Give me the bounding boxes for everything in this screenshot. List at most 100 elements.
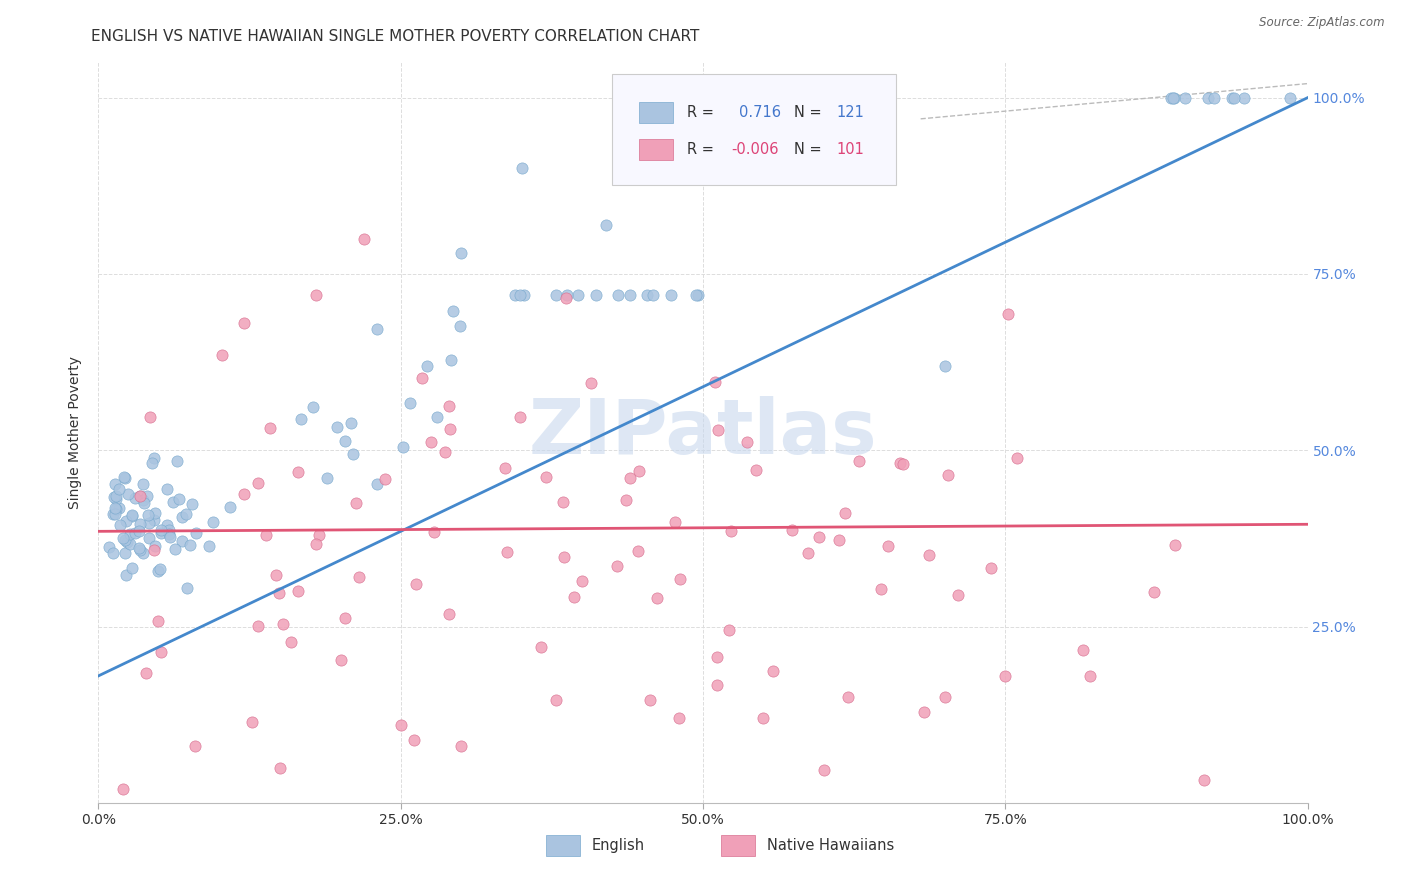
Point [128, 524, 150, 539]
Point [1279, 91, 1302, 105]
Point [142, 450, 165, 465]
Point [259, 421, 281, 435]
Point [162, 494, 184, 508]
Point [1197, 91, 1219, 105]
Point [287, 465, 309, 479]
Point [554, 291, 576, 305]
Point [112, 470, 135, 484]
Point [735, 435, 758, 450]
Point [105, 501, 128, 516]
Point [807, 530, 830, 544]
Point [404, 732, 426, 747]
Point [1233, 91, 1256, 105]
Point [706, 650, 728, 665]
Point [813, 764, 835, 778]
Point [1220, 91, 1243, 105]
Text: English: English [592, 838, 645, 854]
Text: N =: N = [793, 143, 821, 157]
Point [551, 495, 574, 509]
Point [104, 476, 127, 491]
Point [510, 161, 533, 176]
Point [353, 232, 375, 246]
Point [129, 542, 152, 557]
Point [108, 501, 131, 516]
Text: -0.006: -0.006 [731, 143, 779, 157]
Point [780, 524, 803, 538]
Point [128, 541, 150, 555]
Text: N =: N = [793, 105, 821, 120]
Point [135, 666, 157, 681]
Point [156, 518, 179, 533]
Point [254, 528, 277, 542]
Point [627, 544, 650, 558]
Point [571, 574, 593, 589]
Point [912, 705, 935, 719]
Text: ZIPatlas: ZIPatlas [529, 396, 877, 469]
Point [762, 665, 785, 679]
Point [104, 507, 127, 521]
Point [606, 288, 628, 302]
Point [1078, 669, 1101, 683]
Point [121, 509, 143, 524]
Point [834, 506, 856, 520]
Point [132, 477, 155, 491]
Point [112, 532, 135, 546]
Point [416, 359, 439, 373]
Point [555, 288, 578, 302]
Point [374, 472, 396, 486]
Point [136, 489, 159, 503]
Point [614, 492, 637, 507]
Point [496, 545, 519, 559]
Point [1223, 91, 1246, 105]
Point [166, 454, 188, 468]
Point [437, 607, 460, 621]
Point [232, 316, 254, 330]
Point [668, 711, 690, 725]
Point [325, 419, 347, 434]
Point [441, 303, 464, 318]
Point [837, 690, 859, 704]
Point [132, 546, 155, 560]
Point [997, 307, 1019, 321]
Point [581, 376, 603, 391]
Point [567, 288, 589, 302]
Point [509, 288, 531, 302]
Point [114, 568, 136, 582]
Point [139, 409, 162, 424]
Point [157, 523, 180, 537]
Point [891, 457, 914, 471]
Point [509, 410, 531, 425]
Point [349, 570, 371, 584]
Point [1143, 585, 1166, 599]
Point [530, 640, 553, 655]
Point [870, 582, 893, 596]
Point [366, 477, 388, 491]
Text: 121: 121 [837, 105, 863, 120]
Point [340, 416, 363, 430]
Point [426, 409, 449, 424]
Point [115, 535, 138, 549]
Point [287, 584, 309, 599]
Point [659, 288, 682, 302]
Point [129, 516, 152, 531]
Point [104, 500, 127, 515]
Point [232, 487, 254, 501]
Text: 101: 101 [837, 143, 863, 157]
Point [172, 534, 194, 549]
Point [157, 526, 180, 541]
Point [440, 353, 463, 368]
Point [174, 508, 197, 522]
Point [877, 540, 900, 554]
Point [936, 467, 959, 482]
Point [316, 471, 339, 485]
Point [344, 496, 367, 510]
Point [264, 567, 287, 582]
Point [111, 781, 134, 796]
Point [333, 611, 356, 625]
Bar [546, 836, 579, 856]
Point [627, 464, 650, 478]
Point [828, 533, 851, 548]
Point [752, 711, 775, 725]
Text: ENGLISH VS NATIVE HAWAIIAN SINGLE MOTHER POVERTY CORRELATION CHART: ENGLISH VS NATIVE HAWAIIAN SINGLE MOTHER… [91, 29, 700, 44]
Point [449, 319, 471, 334]
